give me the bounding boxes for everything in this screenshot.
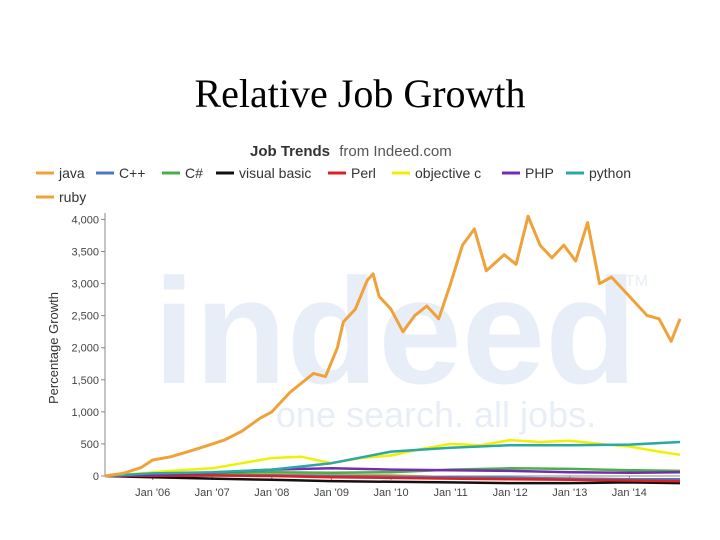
y-axis-label: Percentage Growth xyxy=(46,292,61,404)
y-tick-label: 0 xyxy=(93,471,99,483)
chart-series-lines xyxy=(104,214,682,485)
y-tick-label: 3,500 xyxy=(71,246,99,258)
y-tick-label: 1,000 xyxy=(71,407,99,419)
x-tick-label: Jan '06 xyxy=(135,487,170,499)
x-tick-label: Jan '12 xyxy=(493,487,528,499)
chart-title-rest: from Indeed.com xyxy=(339,143,452,160)
legend-label-2: C# xyxy=(185,165,203,181)
series-line-objective-c xyxy=(104,438,681,478)
x-tick-label: Jan '09 xyxy=(314,487,349,499)
y-tick-label: 2,500 xyxy=(71,311,99,323)
y-tick-label: 1,500 xyxy=(71,375,99,387)
series-line-perl xyxy=(104,474,681,483)
y-tick-label: 2,000 xyxy=(71,343,99,355)
y-tick-label: 4,000 xyxy=(71,214,99,226)
y-tick-label: 3,000 xyxy=(71,279,99,291)
chart-title-bold: Job Trends xyxy=(250,143,330,160)
series-line-visual-basic xyxy=(104,474,681,485)
legend-label-7: python xyxy=(589,165,631,181)
legend-label-0: java xyxy=(58,165,85,181)
legend-label-8: ruby xyxy=(59,189,86,205)
chart-legend: java C++ C# visual basic Perl objective c PHP p… xyxy=(36,165,631,205)
legend-label-3: visual basic xyxy=(239,165,311,181)
y-tick-label: 500 xyxy=(81,439,99,451)
indeed-watermark: indeed TM one search. all jobs. xyxy=(153,247,648,435)
series-line-python xyxy=(104,440,681,478)
watermark-logo: indeed xyxy=(153,247,636,415)
x-tick-label: Jan '11 xyxy=(433,487,467,499)
chart-title: Job Trends from Indeed.com xyxy=(250,143,452,160)
legend-label-5: objective c xyxy=(415,165,481,181)
series-line-ruby xyxy=(104,214,682,478)
x-tick-label: Jan '07 xyxy=(195,487,230,499)
watermark-tm: TM xyxy=(625,273,648,290)
slide-title: Relative Job Growth xyxy=(194,71,526,116)
x-tick-label: Jan '13 xyxy=(552,487,587,499)
x-tick-label: Jan '10 xyxy=(373,487,408,499)
x-tick-label: Jan '08 xyxy=(254,487,289,499)
legend-label-1: C++ xyxy=(119,165,145,181)
legend-label-4: Perl xyxy=(351,165,376,181)
x-tick-label: Jan '14 xyxy=(612,487,647,499)
legend-label-6: PHP xyxy=(525,165,554,181)
watermark-tagline: one search. all jobs. xyxy=(276,394,596,435)
